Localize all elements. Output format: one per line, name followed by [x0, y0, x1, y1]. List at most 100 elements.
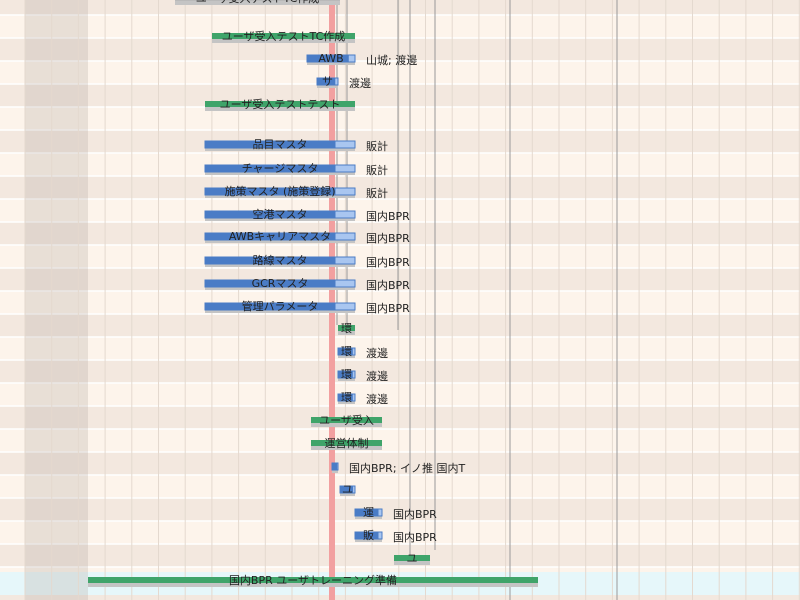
summary-bar [311, 417, 382, 423]
summary-bar [338, 325, 355, 331]
summary-bar [205, 101, 355, 107]
summary-bar [88, 577, 538, 583]
task-label: 販 [363, 529, 374, 542]
task-progress [340, 486, 354, 493]
row-stripe [0, 199, 800, 222]
task-progress [338, 394, 353, 401]
task-label: AWB [318, 52, 343, 65]
task-label: ユ [342, 483, 353, 496]
resource-label: 国内BPR [393, 530, 437, 544]
resource-label: 国内BPR [393, 507, 437, 521]
bar-shadow [394, 558, 430, 565]
row-stripe [0, 222, 800, 245]
resource-label: 山城; 渡邊 [366, 53, 417, 67]
task-progress [205, 303, 336, 310]
task-progress [338, 348, 353, 355]
resource-label: 国内BPR; イノ推 国内T [349, 461, 466, 475]
row-stripe [0, 38, 800, 61]
summary-bar [311, 440, 382, 446]
task-label: 品目マスタ [253, 138, 308, 151]
bar-shadow [205, 104, 355, 111]
task-label: チャージマスタ [242, 162, 319, 175]
row-stripe [0, 498, 800, 521]
task-progress [355, 509, 379, 516]
row-stripe [0, 268, 800, 291]
nonwork-col [25, 0, 88, 600]
row-stripe [0, 130, 800, 153]
bar-shadow [212, 36, 355, 43]
task-label: 施策マスタ (施策登録) [224, 184, 335, 198]
resource-label: 国内BPR [366, 278, 410, 292]
task-label: 運営体制 [325, 436, 369, 450]
task-progress [205, 233, 336, 240]
bar-shadow [311, 420, 382, 427]
task-progress [355, 532, 379, 539]
resource-label: 国内BPR [366, 255, 410, 269]
summary-bar [394, 555, 430, 561]
task-progress [205, 211, 336, 218]
row-stripe [0, 0, 800, 15]
bar-shadow [88, 580, 538, 587]
task-label: ユーザ受入テストTC作成 [196, 0, 320, 5]
row-stripe [0, 360, 800, 383]
task-label: 運 [363, 506, 374, 519]
task-progress [205, 280, 336, 287]
row-stripe [0, 521, 800, 544]
row-stripe [0, 475, 800, 498]
row-stripe [0, 429, 800, 452]
bar-shadow [175, 0, 340, 5]
resource-label: 渡邊 [366, 369, 388, 383]
row-stripe [0, 291, 800, 314]
task-label: AWBキャリアマスタ [229, 230, 331, 243]
task-progress [205, 141, 336, 148]
task-progress [332, 463, 338, 470]
task-label: 環 [341, 345, 352, 358]
row-stripe [0, 84, 800, 107]
row-stripe [0, 107, 800, 130]
row-stripe [0, 15, 800, 38]
resource-label: 国内BPR [366, 301, 410, 315]
resource-label: 渡邊 [366, 346, 388, 360]
task-label: ユーザ受入テストTC作成 [222, 30, 346, 43]
task-progress [205, 188, 336, 195]
task-label: 環 [341, 368, 352, 381]
task-progress [205, 165, 336, 172]
task-label: 国内BPR ユーザトレーニング準備 [229, 573, 397, 587]
task-progress [205, 257, 336, 264]
task-label: GCRマスタ [252, 277, 309, 290]
summary-bar [212, 33, 355, 39]
resource-label: 販計 [366, 163, 388, 177]
task-label: 路線マスタ [253, 253, 308, 267]
resource-label: 渡邊 [349, 76, 371, 90]
task-label: 管理パラメータ [242, 299, 319, 313]
task-label: ユ [407, 552, 418, 565]
task-progress [338, 371, 353, 378]
row-stripe [0, 176, 800, 199]
row-stripe [0, 245, 800, 268]
bar-shadow [338, 328, 355, 335]
row-stripe [0, 383, 800, 406]
task-label: サ [322, 75, 333, 88]
row-stripe [0, 61, 800, 84]
row-stripe [0, 452, 800, 475]
task-label: 空港マスタ [253, 207, 308, 221]
task-progress [307, 55, 349, 62]
resource-label: 国内BPR [366, 231, 410, 245]
resource-label: 国内BPR [366, 209, 410, 223]
task-label: 環 [341, 322, 352, 335]
task-label: 環 [341, 391, 352, 404]
task-label: ユーザ受入 [319, 414, 374, 427]
summary-bar [175, 0, 340, 1]
bar-shadow [311, 443, 382, 450]
row-stripe [0, 337, 800, 360]
resource-label: 販計 [366, 139, 388, 153]
task-progress [317, 78, 336, 85]
row-stripe [0, 406, 800, 429]
resource-label: 販計 [366, 186, 388, 200]
row-stripe [0, 314, 800, 337]
resource-label: 渡邊 [366, 392, 388, 406]
task-label: ユーザ受入テストテスト [220, 98, 341, 111]
row-stripe [0, 153, 800, 176]
